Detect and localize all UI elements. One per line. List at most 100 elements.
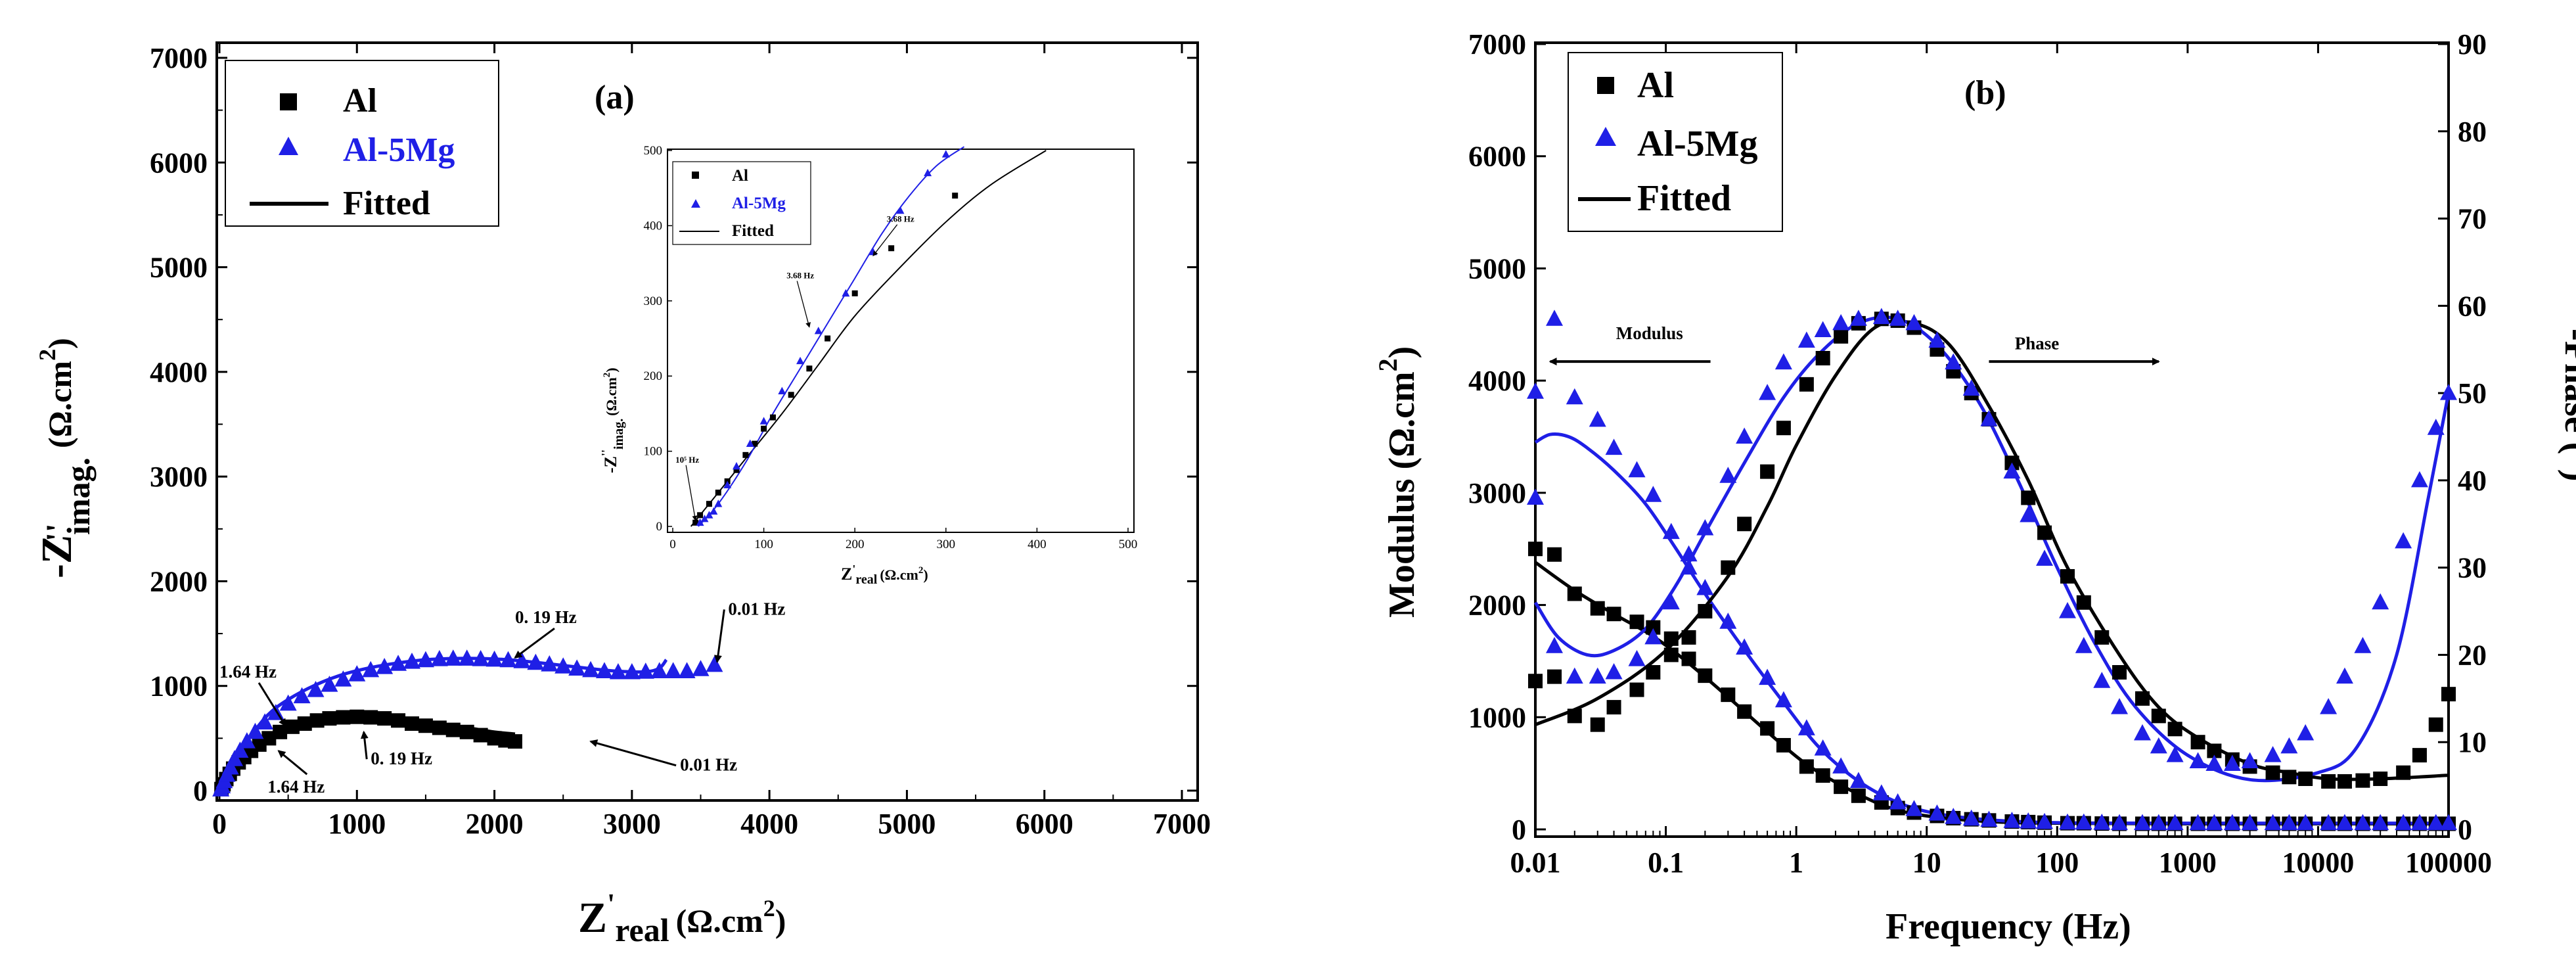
inset-fit-al — [690, 150, 1047, 527]
inset-ytick-label-3: 300 — [644, 294, 663, 308]
b-point-al5mg-right — [2427, 419, 2445, 435]
b-point-al5mg-right — [2320, 698, 2338, 714]
b-point-al-right — [1567, 708, 1582, 724]
b-point-al5mg-left — [2003, 812, 2021, 828]
b-point-al5mg-right — [1605, 662, 1623, 680]
b-point-al5mg-left — [1605, 438, 1623, 455]
b-point-al5mg-left — [1832, 757, 1850, 774]
b-arrow-label-0: Modulus — [1616, 323, 1683, 343]
panel-a-ylabel-prime: '' — [39, 523, 76, 542]
b-point-al5mg-right — [1680, 558, 1698, 575]
a-point-al5mg — [238, 732, 256, 749]
a-xtick-label-2: 2000 — [466, 808, 524, 840]
inset-xtick-label-4: 400 — [1028, 538, 1047, 551]
b-point-al5mg-left — [2354, 814, 2372, 831]
a-ytick-label-7: 7000 — [150, 42, 208, 74]
a-point-al — [350, 709, 365, 724]
inset-annotation-2: 10⁵ Hz — [675, 455, 699, 465]
panel-a-xlabel: Z'real (Ω.cm2) — [578, 888, 786, 948]
a-point-al5mg — [226, 750, 244, 766]
b-point-al5mg-right — [1797, 331, 1815, 348]
b-point-al-left — [1681, 651, 1696, 666]
panel-b-label: (b) — [1964, 74, 2006, 112]
inset-point-al5mg — [700, 515, 709, 522]
a-point-al5mg — [637, 662, 654, 679]
legend-b-al-square-marker — [1597, 77, 1614, 94]
a-ytick-label-5: 5000 — [150, 252, 208, 284]
b-fit-mg-left — [1534, 432, 2449, 825]
b-point-al-right — [1834, 329, 1849, 344]
legend-al5mg-label: Al-5Mg — [343, 131, 455, 169]
inset-legend-al-marker — [692, 172, 699, 179]
a-point-al — [391, 713, 406, 728]
b-point-al5mg-left — [1774, 691, 1792, 708]
a-annotation-3: 0. 19 Hz — [371, 749, 432, 768]
a-point-al5mg — [609, 662, 627, 680]
b-point-al-right — [2441, 687, 2456, 702]
b-point-al5mg-left — [1849, 772, 1867, 789]
a-point-al — [273, 724, 288, 739]
inset-point-al5mg — [941, 150, 950, 158]
a-point-al5mg — [596, 662, 613, 678]
legend-b-al5mg-label: Al-5Mg — [1637, 124, 1758, 164]
b-point-al-right — [2298, 771, 2313, 786]
a-annotation-5: 1.64 Hz — [267, 777, 325, 797]
b-point-al5mg-left — [1628, 461, 1646, 478]
inset-point-al — [706, 501, 712, 507]
a-annotation-arrow-2 — [258, 682, 286, 727]
inset-point-al5mg — [814, 327, 823, 335]
inset-point-al — [825, 335, 831, 342]
b-point-al-left — [1721, 687, 1736, 703]
b-point-al5mg-left — [2297, 814, 2315, 831]
a-point-al5mg — [231, 741, 249, 758]
b-point-al5mg-right — [2093, 672, 2111, 688]
panel-b-bode: 0.01 0.1 1 10 100 1000 10000 100000010002000300… — [1373, 28, 2576, 947]
legend-al5mg-triangle-marker — [279, 137, 298, 155]
a-annotation-arrow-0 — [514, 627, 555, 659]
b-point-al5mg-right — [2111, 698, 2129, 714]
b-xtick-label-4: 100 — [2035, 846, 2079, 879]
b-y2tick-label-7: 70 — [2458, 203, 2487, 235]
b-point-al5mg-left — [2427, 814, 2445, 831]
b-point-al5mg-right — [2036, 549, 2054, 566]
inset-xtick-label-3: 300 — [937, 538, 956, 551]
inset-point-al5mg — [759, 417, 768, 425]
panel-b-xlabel: Frequency (Hz) — [1886, 906, 2131, 947]
b-point-al-left — [1646, 620, 1661, 635]
b-point-al-left — [1629, 614, 1644, 630]
legend-b-al5mg-triangle-marker — [1595, 127, 1616, 146]
b-point-al5mg-right — [2297, 724, 2315, 741]
a-point-al — [322, 711, 337, 726]
b-point-al5mg-left — [2189, 814, 2207, 831]
inset-annotation-arrow-1 — [796, 281, 811, 328]
a-xtick-label-0: 0 — [212, 808, 227, 840]
b-point-al5mg-left — [1928, 804, 1946, 821]
panel-a-ylabel: -Zimag.(Ω.cm2) — [33, 338, 97, 578]
inset-point-al5mg — [723, 480, 732, 488]
a-point-al5mg — [568, 659, 586, 676]
a-annotation-0: 0. 19 Hz — [515, 607, 577, 627]
legend-b-al-label: Al — [1637, 65, 1674, 106]
inset-ytick-label-1: 100 — [644, 445, 663, 459]
a-point-al — [377, 711, 392, 726]
a-ytick-label-1: 1000 — [150, 670, 208, 703]
b-point-al-left — [1851, 788, 1866, 803]
b-point-al5mg-right — [1696, 519, 1714, 536]
b-y2tick-label-8: 80 — [2458, 116, 2487, 148]
legend-b-fitted-label: Fitted — [1637, 178, 1731, 219]
b-point-al5mg-right — [1566, 667, 1583, 684]
b-point-al-right — [2282, 770, 2297, 785]
inset-ticks: 0 100 200 300 400 500 0 100 200 300 400 500 — [644, 144, 1138, 551]
b-point-al5mg-left — [2166, 814, 2184, 831]
b-point-al5mg-left — [1905, 800, 1923, 816]
a-point-al5mg — [348, 665, 366, 682]
a-point-al — [363, 710, 378, 725]
b-point-al5mg-left — [1662, 522, 1680, 540]
b-y2tick-label-6: 60 — [2458, 290, 2487, 322]
b-point-al-right — [2373, 771, 2388, 786]
b-point-al-right — [1590, 717, 1605, 732]
a-point-al5mg — [362, 660, 380, 678]
a-annotation-arrow-4 — [589, 739, 677, 767]
b-point-al-right — [1799, 377, 1814, 392]
